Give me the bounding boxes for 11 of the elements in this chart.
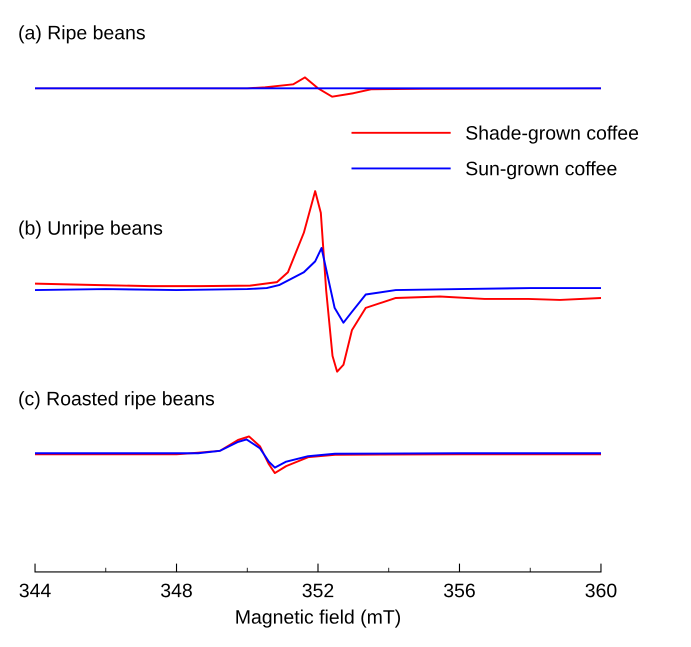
x-tick-label: 356 xyxy=(444,584,475,598)
text: (a) Ripe beans xyxy=(19,25,145,44)
x-tick-label: 348 xyxy=(161,584,192,598)
legend-label: Shade-grown coffee xyxy=(466,126,638,144)
x-tick-label: 352 xyxy=(302,584,334,598)
annotation: (b) Unripe beans xyxy=(19,220,162,239)
x-tick-label: 360 xyxy=(585,584,616,598)
x-tick-label: 344 xyxy=(20,584,51,598)
annotation: (c) Roasted ripe beans xyxy=(19,391,214,410)
legend-label: Sun-grown coffee xyxy=(466,161,616,180)
x-axis-title: Magnetic field (mT) xyxy=(236,610,400,628)
